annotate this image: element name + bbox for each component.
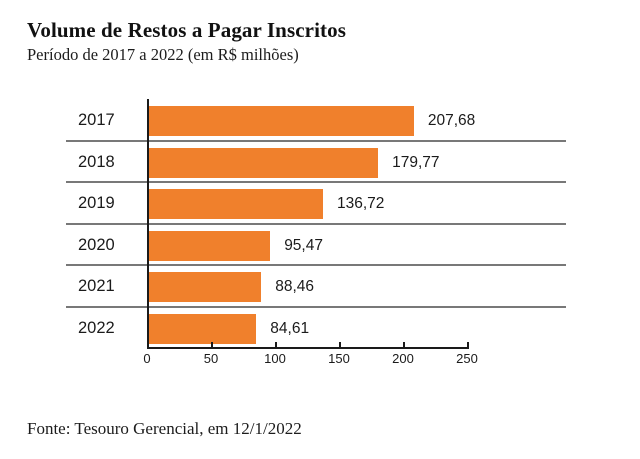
x-axis-tick [275, 342, 277, 347]
chart-row: 2019 136,72 [66, 183, 566, 225]
y-axis-line [147, 99, 149, 349]
x-axis-tick [467, 342, 469, 347]
year-label: 2022 [78, 318, 115, 337]
bar [148, 189, 323, 219]
x-axis-tick [339, 342, 341, 347]
value-label: 136,72 [337, 195, 385, 212]
chart-row: 2017 207,68 [66, 100, 566, 142]
bar [148, 313, 257, 344]
bar [148, 272, 262, 302]
year-label: 2021 [78, 277, 115, 295]
year-label: 2018 [78, 152, 115, 171]
source-note: Fonte: Tesouro Gerencial, em 12/1/2022 [27, 419, 302, 438]
year-label: 2020 [78, 235, 115, 254]
value-label: 207,68 [427, 112, 476, 129]
value-label: 95,47 [284, 236, 323, 254]
x-axis-tick-label: 250 [456, 351, 478, 366]
year-label: 2017 [78, 111, 115, 129]
x-axis-tick-label: 0 [143, 351, 151, 366]
x-axis-tick [403, 342, 405, 347]
chart-subtitle: Período de 2017 a 2022 (em R$ milhões) [27, 45, 299, 64]
x-axis-tick [211, 342, 213, 347]
x-axis-line [147, 347, 469, 349]
bar [148, 106, 414, 136]
bar [148, 230, 271, 261]
x-axis-tick-label: 100 [264, 351, 286, 366]
chart-row: 2018 179,77 [66, 142, 566, 183]
value-label: 88,46 [275, 278, 315, 295]
value-label: 179,77 [392, 153, 440, 171]
chart-row: 2022 84,61 [66, 308, 566, 350]
bar [148, 147, 379, 178]
x-axis-tick-label: 50 [203, 351, 219, 366]
chart-rows: 2017 207,68 2018 179,77 2019 136,72 2020 95,47 2… [66, 100, 566, 349]
chart-title: Volume de Restos a Pagar Inscritos [27, 18, 346, 42]
x-axis-tick-label: 200 [392, 351, 414, 366]
year-label: 2019 [78, 194, 115, 212]
chart-row: 2021 88,46 [66, 266, 566, 308]
chart-row: 2020 95,47 [66, 225, 566, 266]
value-label: 84,61 [270, 319, 310, 337]
x-axis-tick-label: 150 [328, 351, 350, 366]
